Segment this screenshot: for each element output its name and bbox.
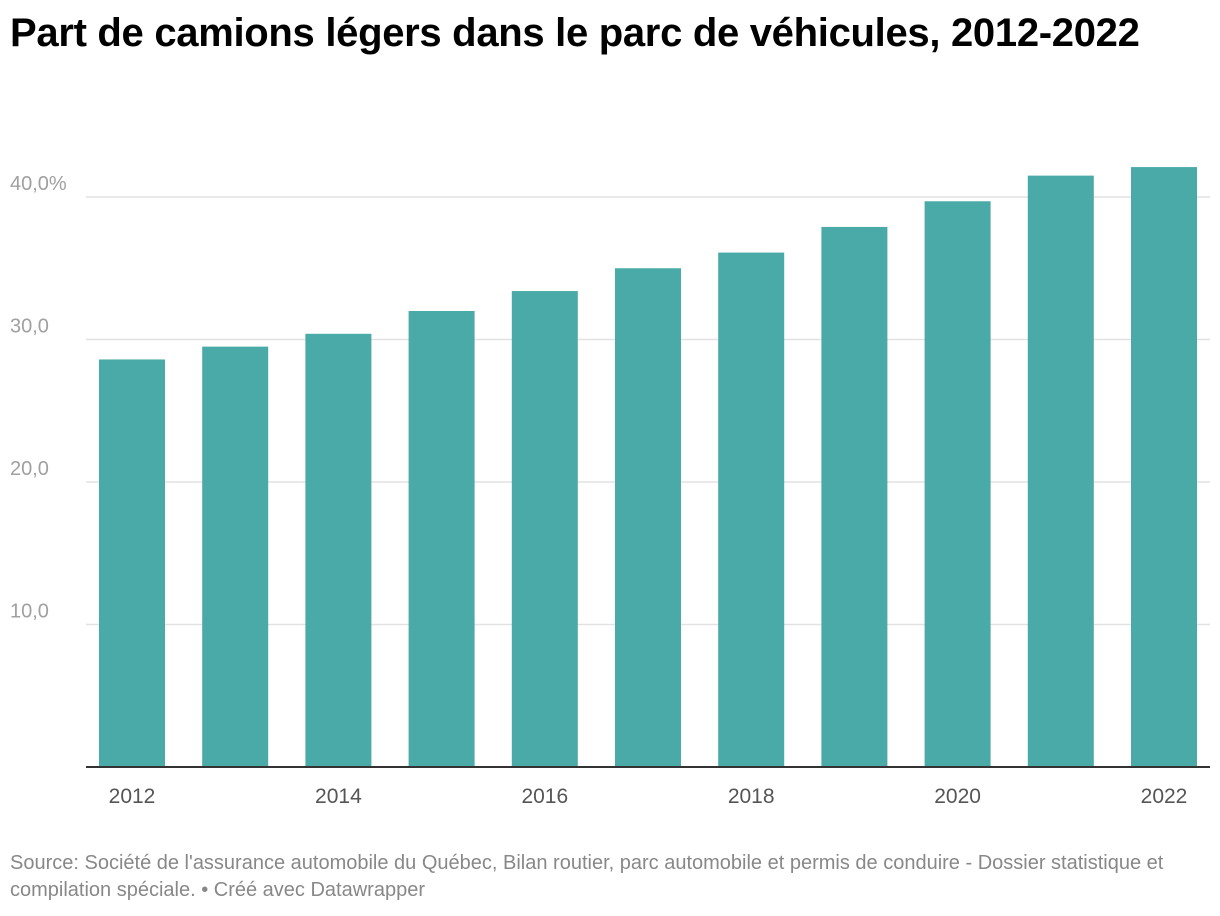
bar: [1027, 175, 1094, 767]
chart-area: 10,0 20,0 30,0 40,0% 2012 2014 2016 2018 2020 202…: [10, 167, 1210, 808]
chart-title: Part de camions légers dans le parc de v…: [10, 11, 1140, 55]
bar: [718, 252, 785, 767]
bar: [511, 291, 578, 767]
bar: [924, 201, 991, 767]
bar: [1131, 167, 1197, 767]
x-tick-label: 2018: [728, 785, 775, 808]
x-tick-label: 2022: [1141, 785, 1188, 808]
y-tick-label: 40,0%: [10, 173, 67, 195]
bar: [202, 346, 269, 767]
y-tick-label: 30,0: [10, 316, 49, 338]
bar: [615, 268, 681, 767]
x-tick-label: 2014: [315, 785, 362, 808]
bar-chart: 10,0 20,0 30,0 40,0% 2012 2014 2016 2018 2020 202…: [10, 167, 1210, 808]
x-tick-label: 2020: [934, 785, 981, 808]
y-tick-label: 20,0: [10, 458, 49, 480]
x-tick-label: 2016: [521, 785, 568, 808]
source-note: Source: Société de l'assurance automobil…: [10, 852, 1164, 901]
y-tick-label: 10,0: [10, 601, 49, 623]
bar: [305, 333, 372, 767]
bar: [408, 311, 475, 767]
bar: [99, 359, 165, 767]
bar: [821, 226, 888, 768]
x-tick-label: 2012: [109, 785, 156, 808]
